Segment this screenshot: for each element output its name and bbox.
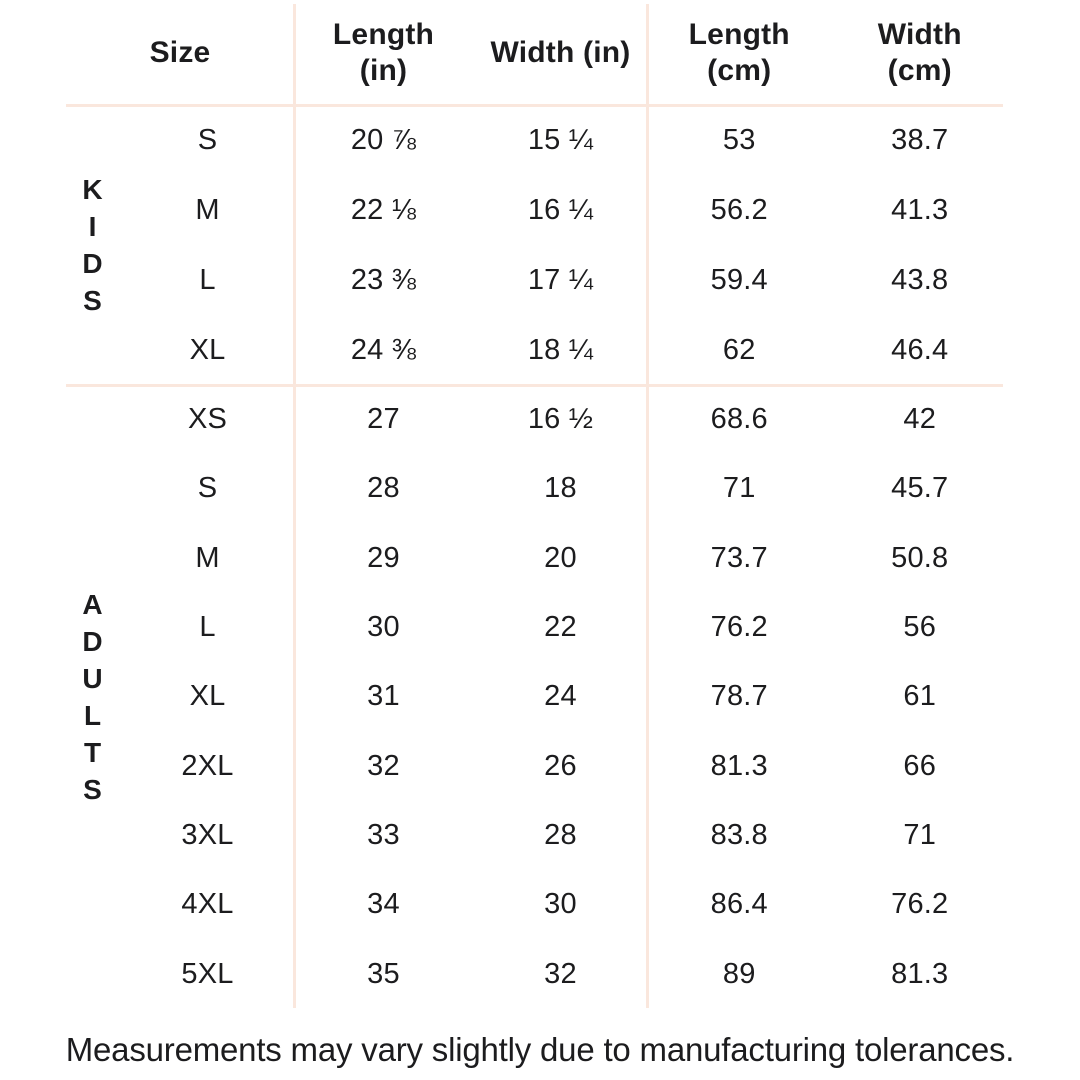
cell-size: 4XL	[181, 888, 234, 921]
cell-length-in: 29	[367, 541, 400, 574]
cell-length-in: 24 ⅜	[350, 333, 417, 366]
column-header-width-in: Width (in)	[490, 35, 631, 69]
cell-length-cm: 76.2	[710, 611, 768, 644]
cell-width-in: 32	[544, 957, 577, 990]
cell-length-cm: 53	[722, 123, 756, 156]
cell-length-in: 31	[367, 680, 400, 713]
cell-width-cm: 38.7	[891, 123, 949, 156]
cell-width-in: 17 ¼	[527, 263, 594, 296]
cell-size: 3XL	[181, 819, 234, 852]
cell-width-in: 24	[544, 680, 577, 713]
cell-length-in: 34	[367, 888, 400, 921]
table-header-row: Size Length (in) Width (in) Length (cm) …	[65, 0, 1010, 105]
column-header-length-in: Length (in)	[332, 17, 435, 87]
cell-length-cm: 73.7	[710, 541, 768, 574]
footnote: Measurements may vary slightly due to ma…	[65, 1031, 1015, 1068]
column-header-length-cm: Length (cm)	[688, 17, 790, 87]
group-label-kids: K I D S	[82, 174, 103, 316]
cell-size: 5XL	[181, 957, 234, 990]
cell-length-cm: 62	[722, 333, 756, 366]
cell-size: XS	[187, 403, 228, 436]
cell-length-cm: 68.6	[710, 403, 768, 436]
cell-length-in: 28	[367, 472, 400, 505]
divider-vertical-inches	[293, 4, 296, 1008]
cell-length-in: 23 ⅜	[350, 263, 417, 296]
cell-size: L	[199, 611, 216, 644]
cell-width-in: 16 ¼	[527, 193, 594, 226]
cell-length-cm: 89	[722, 957, 756, 990]
section-kids: K I D S S 20 ⅞ 15 ¼ 53 38.7 M 22 ⅛ 16 ¼ …	[65, 105, 1010, 385]
cell-length-in: 33	[367, 819, 400, 852]
cell-size: M	[195, 193, 220, 226]
cell-width-in: 28	[544, 819, 577, 852]
cell-width-in: 22	[544, 611, 577, 644]
cell-width-cm: 43.8	[891, 263, 949, 296]
cell-width-in: 26	[544, 749, 577, 782]
cell-width-in: 18	[544, 472, 577, 505]
cell-length-cm: 59.4	[710, 263, 768, 296]
cell-width-in: 18 ¼	[527, 333, 594, 366]
cell-size: XL	[189, 333, 226, 366]
cell-width-in: 16 ½	[527, 403, 594, 436]
cell-width-in: 15 ¼	[527, 123, 594, 156]
cell-width-cm: 45.7	[891, 472, 949, 505]
cell-size: 2XL	[181, 749, 234, 782]
cell-length-in: 20 ⅞	[350, 123, 417, 156]
cell-width-cm: 81.3	[891, 957, 949, 990]
cell-length-in: 30	[367, 611, 400, 644]
cell-width-cm: 66	[903, 749, 937, 782]
cell-width-cm: 46.4	[891, 333, 949, 366]
cell-length-cm: 86.4	[710, 888, 768, 921]
cell-width-cm: 41.3	[891, 193, 949, 226]
size-table: Size Length (in) Width (in) Length (cm) …	[65, 0, 1010, 1009]
cell-length-cm: 56.2	[710, 193, 768, 226]
cell-size: S	[197, 123, 218, 156]
cell-width-cm: 50.8	[891, 541, 949, 574]
cell-size: L	[199, 263, 216, 296]
group-label-adults: A D U L T S	[82, 589, 103, 805]
cell-width-cm: 71	[903, 819, 937, 852]
cell-length-cm: 71	[722, 472, 756, 505]
cell-width-cm: 56	[903, 611, 937, 644]
divider-header	[66, 104, 1003, 107]
cell-length-in: 22 ⅛	[350, 193, 417, 226]
column-header-size: Size	[149, 35, 211, 69]
cell-size: M	[195, 541, 220, 574]
cell-length-in: 35	[367, 957, 400, 990]
divider-kids-adults	[66, 384, 1003, 387]
cell-width-cm: 42	[903, 403, 937, 436]
cell-length-in: 27	[367, 403, 400, 436]
cell-size: XL	[189, 680, 226, 713]
cell-length-cm: 81.3	[710, 749, 768, 782]
cell-width-cm: 61	[903, 680, 937, 713]
cell-width-cm: 76.2	[891, 888, 949, 921]
cell-size: S	[197, 472, 218, 505]
cell-length-cm: 83.8	[710, 819, 768, 852]
column-header-width-cm: Width (cm)	[877, 17, 962, 87]
cell-length-cm: 78.7	[710, 680, 768, 713]
section-adults: A D U L T S XS 27 16 ½ 68.6 42 S 28 18 7…	[65, 385, 1010, 1009]
divider-vertical-cm	[646, 4, 649, 1008]
cell-width-in: 30	[544, 888, 577, 921]
cell-width-in: 20	[544, 541, 577, 574]
cell-length-in: 32	[367, 749, 400, 782]
